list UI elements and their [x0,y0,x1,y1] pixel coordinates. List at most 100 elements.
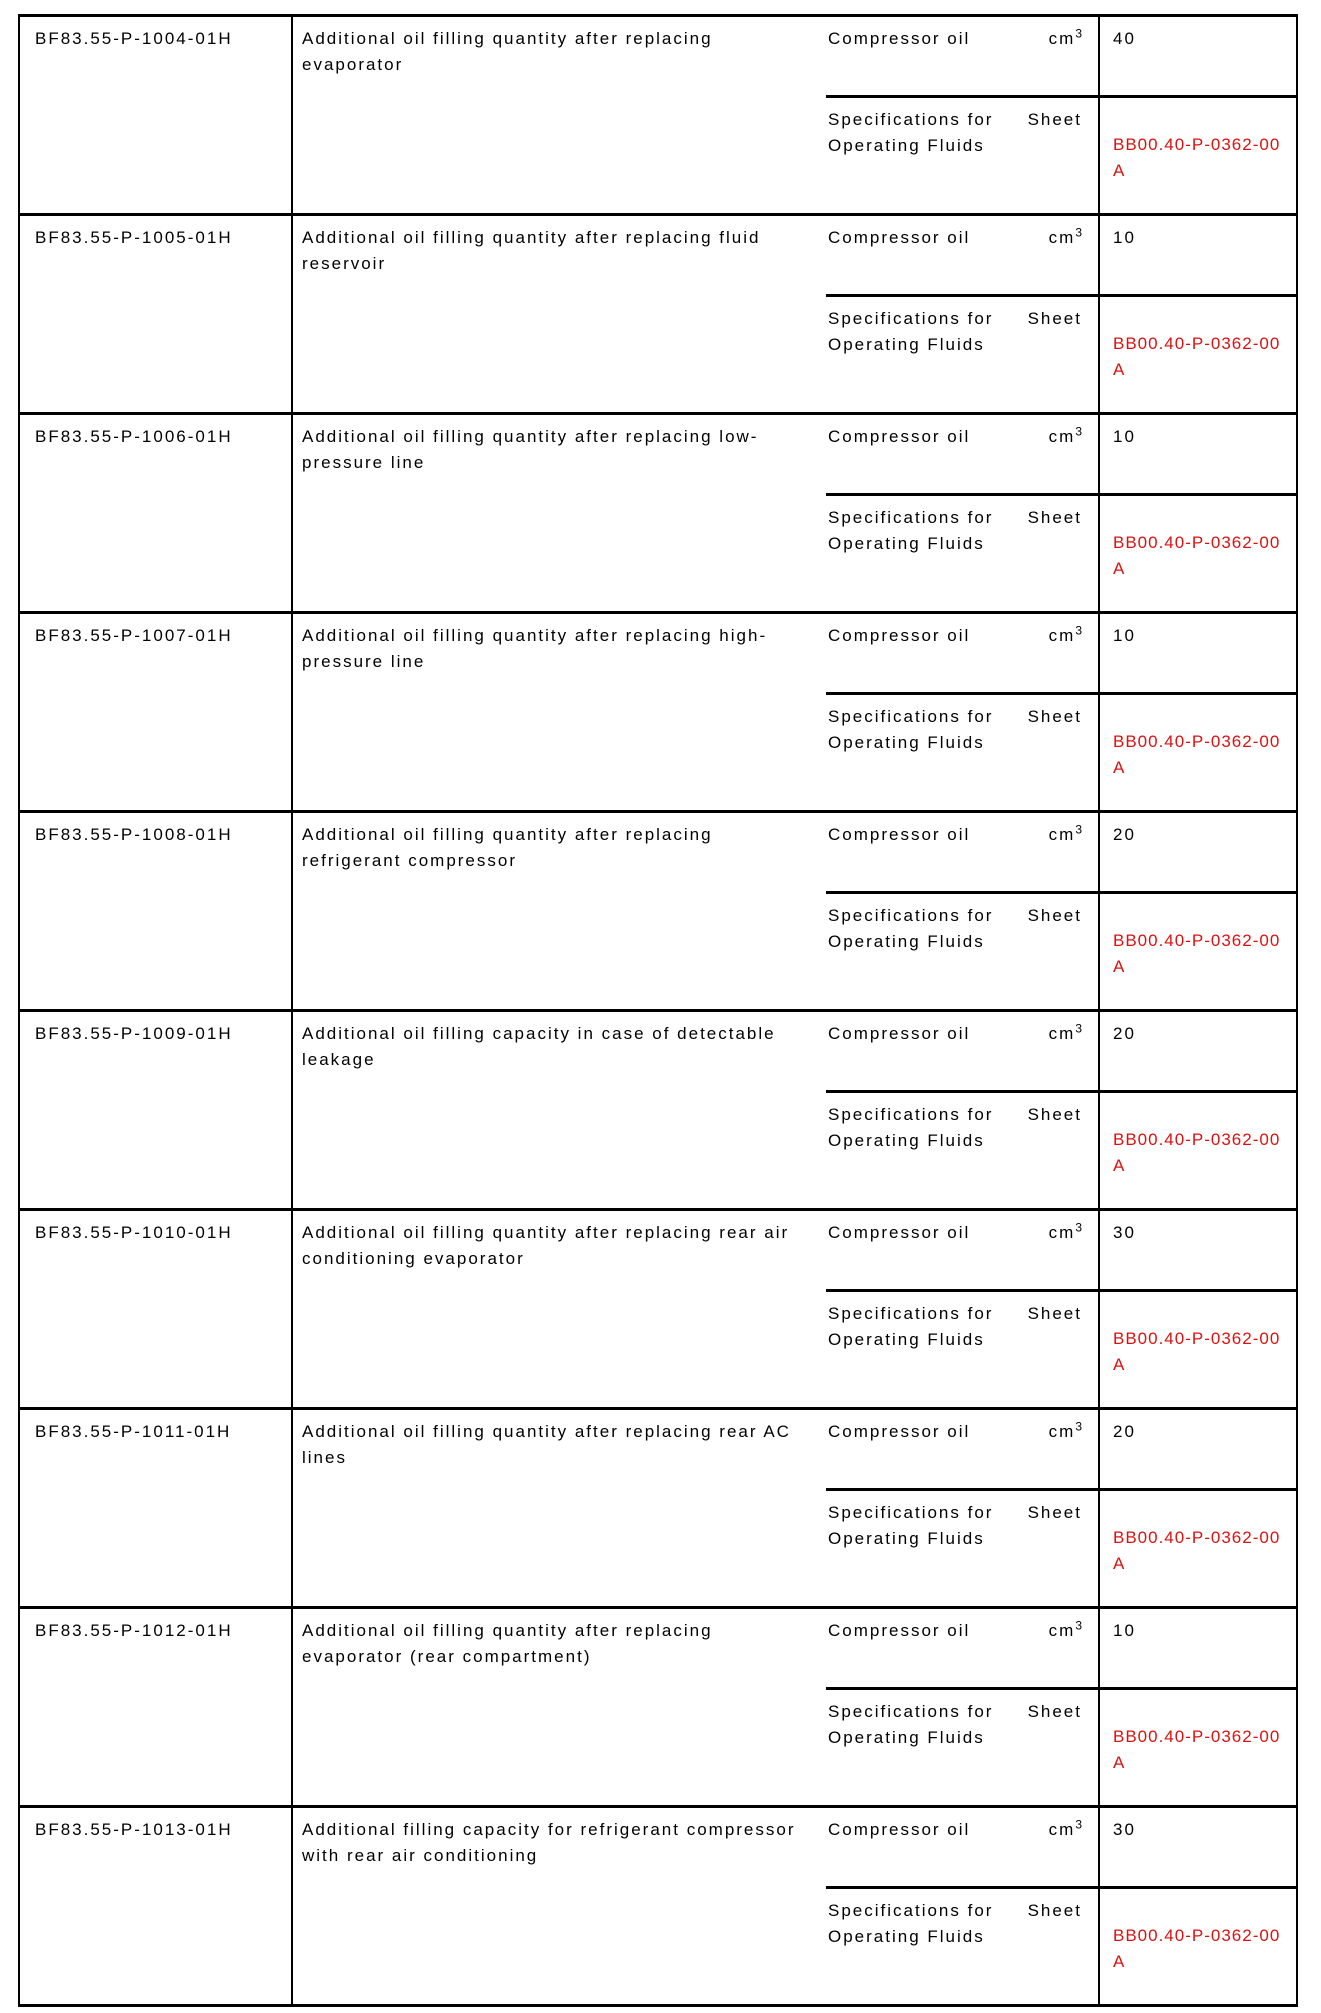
operation-description: Additional oil filling quantity after re… [302,1422,791,1467]
table-row: BF83.55-P-1005-01H Additional oil fillin… [20,216,1296,415]
fluid-spec-grid: Compressor oil cm3 20 Specifications for… [826,1410,1296,1606]
oil-unit-exponent: 3 [1075,1618,1082,1633]
specifications-row: Specifications for Operating Fluids Shee… [826,894,1296,1009]
operation-description: Additional oil filling quantity after re… [302,427,759,472]
sheet-unit-label: Sheet [1027,1503,1082,1522]
compressor-oil-label-cell: Compressor oil cm3 [826,1609,1098,1687]
compressor-oil-label-cell: Compressor oil cm3 [826,216,1098,294]
compressor-oil-label: Compressor oil [828,228,971,247]
compressor-oil-row: Compressor oil cm3 40 [826,17,1296,98]
specifications-row: Specifications for Operating Fluids Shee… [826,297,1296,412]
sheet-unit-label: Sheet [1027,1901,1082,1920]
sheet-number: BB00.40-P-0362-00 A [1113,533,1281,578]
specifications-label-cell: Specifications for Operating Fluids Shee… [826,496,1098,611]
oil-quantity-value: 30 [1098,1808,1296,1886]
specifications-label: Specifications for Operating Fluids [828,1503,994,1548]
sheet-number: BB00.40-P-0362-00 A [1113,732,1281,777]
oil-quantity-value: 20 [1098,813,1296,891]
specifications-label-cell: Specifications for Operating Fluids Shee… [826,98,1098,213]
oil-unit: cm3 [1041,1021,1082,1047]
table-row: BF83.55-P-1007-01H Additional oil fillin… [20,614,1296,813]
sheet-unit-label: Sheet [1027,906,1082,925]
compressor-oil-label-cell: Compressor oil cm3 [826,1410,1098,1488]
operation-id: BF83.55-P-1009-01H [20,1012,293,1208]
compressor-oil-row: Compressor oil cm3 20 [826,1410,1296,1491]
sheet-number: BB00.40-P-0362-00 A [1113,1926,1281,1971]
sheet-value-cell: BB00.40-P-0362-00 A [1098,1491,1296,1606]
sheet-value-cell: BB00.40-P-0362-00 A [1098,695,1296,810]
specifications-label-cell: Specifications for Operating Fluids Shee… [826,1491,1098,1606]
specifications-label-cell: Specifications for Operating Fluids Shee… [826,894,1098,1009]
operation-id: BF83.55-P-1005-01H [20,216,293,412]
oil-unit: cm3 [1041,623,1082,649]
compressor-oil-row: Compressor oil cm3 10 [826,415,1296,496]
oil-quantity-value: 20 [1098,1410,1296,1488]
sheet-number: BB00.40-P-0362-00 A [1113,1727,1281,1772]
operation-description-cell: Additional oil filling quantity after re… [293,216,826,412]
fluid-spec-grid: Compressor oil cm3 10 Specifications for… [826,216,1296,412]
oil-unit-text: cm [1048,1621,1076,1640]
specifications-label: Specifications for Operating Fluids [828,1702,994,1747]
table-row: BF83.55-P-1009-01H Additional oil fillin… [20,1012,1296,1211]
operation-id: BF83.55-P-1010-01H [20,1211,293,1407]
operation-id: BF83.55-P-1004-01H [20,17,293,213]
specifications-label-cell: Specifications for Operating Fluids Shee… [826,297,1098,412]
specifications-row: Specifications for Operating Fluids Shee… [826,1491,1296,1606]
sheet-value-cell: BB00.40-P-0362-00 A [1098,1690,1296,1805]
operation-description: Additional oil filling quantity after re… [302,29,713,74]
sheet-value-cell: BB00.40-P-0362-00 A [1098,1093,1296,1208]
oil-unit-text: cm [1048,1422,1076,1441]
fluid-spec-grid: Compressor oil cm3 20 Specifications for… [826,813,1296,1009]
compressor-oil-label: Compressor oil [828,427,971,446]
compressor-oil-label: Compressor oil [828,1223,971,1242]
sheet-unit-label: Sheet [1027,707,1082,726]
operation-id: BF83.55-P-1007-01H [20,614,293,810]
specifications-label: Specifications for Operating Fluids [828,1304,994,1349]
sheet-unit-label: Sheet [1027,508,1082,527]
specifications-row: Specifications for Operating Fluids Shee… [826,98,1296,213]
table-row: BF83.55-P-1008-01H Additional oil fillin… [20,813,1296,1012]
compressor-oil-row: Compressor oil cm3 30 [826,1211,1296,1292]
fluid-spec-grid: Compressor oil cm3 40 Specifications for… [826,17,1296,213]
operation-description: Additional oil filling quantity after re… [302,626,768,671]
compressor-oil-label: Compressor oil [828,626,971,645]
sheet-value-cell: BB00.40-P-0362-00 A [1098,297,1296,412]
oil-quantity-value: 40 [1098,17,1296,95]
sheet-number: BB00.40-P-0362-00 A [1113,334,1281,379]
compressor-oil-label: Compressor oil [828,1621,971,1640]
specifications-label: Specifications for Operating Fluids [828,508,994,553]
operation-description: Additional oil filling quantity after re… [302,1223,790,1268]
operation-description: Additional oil filling quantity after re… [302,825,713,870]
sheet-value-cell: BB00.40-P-0362-00 A [1098,98,1296,213]
oil-quantity-value: 30 [1098,1211,1296,1289]
sheet-unit-label: Sheet [1027,309,1082,328]
specifications-label-cell: Specifications for Operating Fluids Shee… [826,695,1098,810]
compressor-oil-label: Compressor oil [828,29,971,48]
compressor-oil-label-cell: Compressor oil cm3 [826,1012,1098,1090]
operation-description-cell: Additional oil filling quantity after re… [293,614,826,810]
oil-quantity-value: 10 [1098,216,1296,294]
sheet-number: BB00.40-P-0362-00 A [1113,1130,1281,1175]
oil-unit-exponent: 3 [1075,225,1082,240]
compressor-oil-label: Compressor oil [828,1024,971,1043]
oil-unit-text: cm [1048,1024,1076,1043]
fluid-spec-grid: Compressor oil cm3 30 Specifications for… [826,1808,1296,2004]
operation-description-cell: Additional oil filling quantity after re… [293,1410,826,1606]
oil-unit-exponent: 3 [1075,1220,1082,1235]
specifications-label: Specifications for Operating Fluids [828,1105,994,1150]
operation-description-cell: Additional oil filling quantity after re… [293,1609,826,1805]
sheet-value-cell: BB00.40-P-0362-00 A [1098,1889,1296,2004]
oil-quantity-value: 10 [1098,614,1296,692]
operation-id: BF83.55-P-1011-01H [20,1410,293,1606]
oil-unit: cm3 [1041,1817,1082,1843]
operation-description-cell: Additional oil filling capacity in case … [293,1012,826,1208]
oil-unit-text: cm [1048,1820,1076,1839]
specifications-label-cell: Specifications for Operating Fluids Shee… [826,1292,1098,1407]
specifications-row: Specifications for Operating Fluids Shee… [826,695,1296,810]
table-row: BF83.55-P-1004-01H Additional oil fillin… [20,17,1296,216]
compressor-oil-label-cell: Compressor oil cm3 [826,1808,1098,1886]
sheet-number: BB00.40-P-0362-00 A [1113,1329,1281,1374]
oil-unit-text: cm [1048,228,1076,247]
oil-unit-text: cm [1048,825,1076,844]
operation-description: Additional filling capacity for refriger… [302,1820,796,1865]
